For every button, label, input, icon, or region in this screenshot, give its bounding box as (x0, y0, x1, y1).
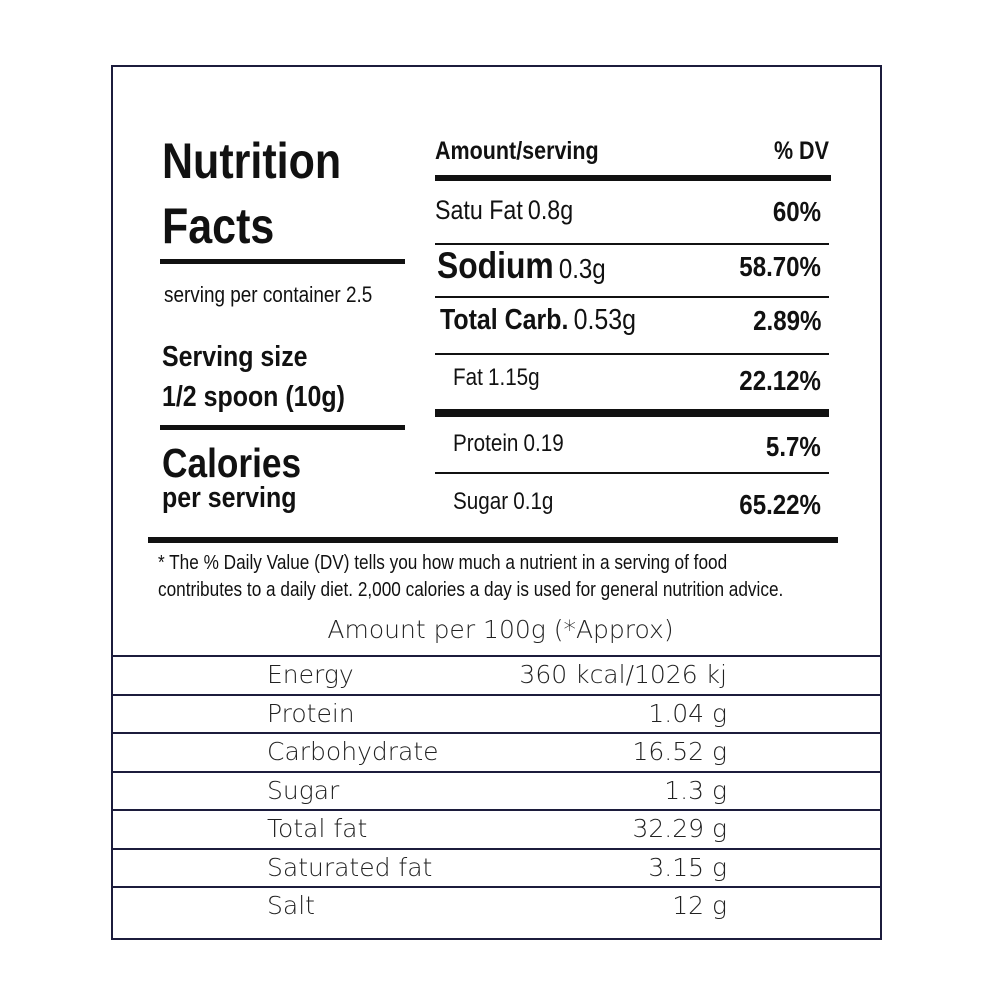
servings-per-container: serving per container 2.5 (164, 282, 373, 307)
dv-row-name: Satu Fat 0.8g (435, 197, 573, 224)
nutrient-name: Protein (453, 430, 519, 457)
table-line (111, 655, 880, 657)
table-value: 12 g (672, 891, 727, 920)
nutrient-name: Fat (453, 364, 483, 391)
title: Nutrition (162, 133, 342, 189)
dv-header: Amount/serving (435, 137, 599, 165)
dv-row-name: Total Carb. 0.53g (440, 306, 636, 335)
table-line (111, 732, 880, 734)
dv-row-name: Sodium 0.3g (437, 247, 606, 284)
nutrient-dv: 65.22% (739, 489, 821, 520)
nutrient-dv: 58.70% (739, 251, 821, 282)
divider (435, 175, 831, 181)
divider (148, 537, 838, 543)
calories-label: Calories (162, 440, 302, 486)
table-label: Protein (267, 698, 355, 728)
nutrient-name: Satu Fat (435, 195, 523, 225)
table-value: 360 kcal/1026 kj (519, 660, 727, 689)
nutrient-name: Total Carb. (440, 304, 569, 336)
nutrient-amount: 0.8g (527, 195, 574, 225)
divider (435, 296, 829, 298)
table-label: Energy (267, 660, 354, 689)
divider (160, 259, 405, 264)
nutrient-amount: 0.53g (573, 304, 636, 336)
nutrient-name: Sodium (437, 245, 554, 286)
dv-row-name: Fat 1.15g (453, 366, 540, 390)
table-label: Total fat (267, 814, 368, 843)
dv-header: % DV (774, 137, 829, 165)
nutrient-dv: 22.12% (739, 365, 821, 396)
calories-sub: per serving (162, 482, 297, 514)
table-label: Saturated fat (267, 852, 433, 882)
table-line (111, 886, 880, 888)
table-value: 1.04 g (648, 698, 727, 728)
divider (435, 472, 829, 474)
dv-row-name: Protein 0.19 (453, 432, 564, 456)
nutrient-name: Sugar (453, 488, 509, 515)
nutrient-amount: 0.1g (513, 488, 554, 515)
nutrient-amount: 0.19 (523, 430, 564, 457)
table-line (111, 847, 880, 850)
dv-row-name: Sugar 0.1g (453, 490, 553, 514)
table-label: Sugar (267, 775, 340, 805)
nutrient-dv: 2.89% (752, 305, 821, 336)
table-line (111, 693, 880, 696)
serving-size-value: 1/2 spoon (10g) (162, 381, 345, 413)
nutrient-dv: 60% (772, 196, 821, 227)
nutrient-dv: 5.7% (766, 431, 821, 462)
divider (160, 425, 405, 430)
title: Facts (162, 198, 275, 254)
footnote: contributes to a daily diet. 2,000 calor… (158, 579, 784, 601)
nutrient-amount: 0.3g (558, 253, 606, 284)
table-value: 3.15 g (648, 852, 727, 882)
table-value: 1.3 g (664, 775, 727, 805)
label-border (111, 65, 882, 940)
footnote: * The % Daily Value (DV) tells you how m… (158, 552, 728, 574)
table-label: Salt (267, 891, 315, 920)
table-line (111, 809, 880, 811)
table-label: Carbohydrate (267, 737, 439, 766)
divider (435, 409, 829, 417)
nutrient-amount: 1.15g (487, 364, 540, 391)
per100-title: Amount per 100g (*Approx) (327, 615, 674, 644)
divider (435, 243, 829, 245)
table-value: 16.52 g (632, 737, 727, 766)
table-line (111, 770, 880, 773)
divider (435, 353, 829, 355)
serving-size-label: Serving size (162, 341, 308, 373)
table-value: 32.29 g (632, 814, 727, 843)
